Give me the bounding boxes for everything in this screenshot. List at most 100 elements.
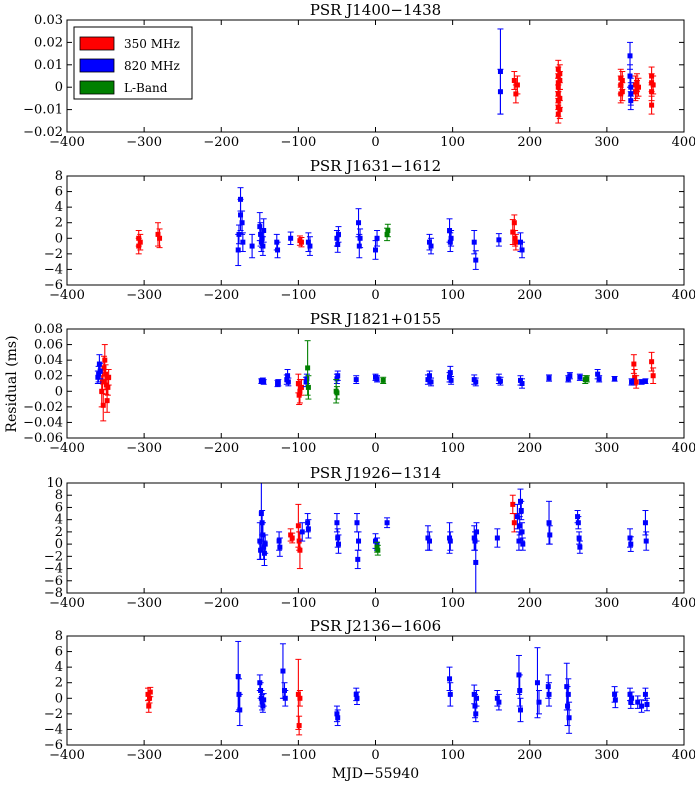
data-point [374, 544, 381, 556]
x-tick-label: −300 [126, 596, 162, 611]
point-marker [642, 691, 648, 697]
legend-label: 350 MHz [124, 37, 180, 51]
panel-title: PSR J2136−1606 [310, 617, 441, 635]
y-tick-label: 0 [55, 80, 63, 95]
point-marker [259, 235, 265, 241]
data-point [355, 208, 362, 238]
point-marker [258, 547, 264, 553]
panel-title: PSR J1631−1612 [310, 157, 441, 175]
point-marker [425, 535, 431, 541]
x-tick-label: 0 [371, 441, 379, 456]
y-tick-label: −0.04 [23, 415, 63, 430]
point-marker [555, 66, 561, 72]
data-point [565, 678, 572, 711]
point-marker [375, 547, 381, 553]
point-marker [619, 77, 625, 83]
point-marker [297, 695, 303, 701]
point-marker [471, 535, 477, 541]
data-point [495, 693, 502, 711]
point-marker [258, 231, 264, 237]
x-tick-label: 300 [594, 748, 619, 763]
point-marker [584, 376, 590, 382]
point-marker [384, 520, 390, 526]
point-marker [547, 532, 553, 538]
point-marker [157, 235, 163, 241]
y-tick-label: 0.04 [34, 353, 63, 368]
point-marker [448, 235, 454, 241]
point-marker [235, 247, 241, 253]
data-point [105, 368, 112, 386]
panel-2: PSR J1631−1612 −400 −300 −200 −100 0 100 200 300… [44, 157, 695, 303]
data-point [285, 377, 292, 387]
point-marker [97, 368, 103, 374]
point-marker [517, 707, 523, 713]
point-marker [374, 235, 380, 241]
x-tick-label: 0 [371, 135, 379, 150]
point-marker [285, 373, 291, 379]
point-marker [334, 235, 340, 241]
point-marker [471, 239, 477, 245]
point-marker [296, 723, 302, 729]
y-tick-label: −0.06 [23, 431, 63, 446]
data-point [374, 230, 381, 247]
point-marker [106, 374, 112, 380]
point-marker [627, 691, 633, 697]
data-point [517, 697, 524, 723]
legend-label: 820 MHz [124, 59, 180, 73]
point-marker [650, 373, 656, 379]
panel-data [135, 187, 526, 270]
data-point [335, 534, 342, 554]
point-marker [296, 538, 302, 544]
point-marker [238, 212, 244, 218]
point-marker [289, 535, 295, 541]
data-point [642, 378, 649, 384]
point-marker [448, 377, 454, 383]
data-point [448, 375, 455, 385]
point-marker [447, 374, 453, 380]
point-marker [494, 535, 500, 541]
point-marker [334, 376, 340, 382]
point-marker [237, 707, 243, 713]
data-point [353, 375, 360, 384]
point-marker [514, 82, 520, 88]
point-marker [354, 520, 360, 526]
point-marker [428, 243, 434, 249]
x-tick-label: 100 [440, 596, 465, 611]
point-marker [643, 538, 649, 544]
point-marker [426, 373, 432, 379]
x-tick-label: −200 [203, 596, 239, 611]
y-tick-label: −6 [44, 738, 63, 753]
point-marker [473, 711, 479, 717]
x-tick-label: −100 [281, 441, 317, 456]
point-marker [557, 71, 563, 77]
x-tick-label: 100 [440, 135, 465, 150]
point-marker [596, 376, 602, 382]
y-tick-label: −2 [44, 707, 63, 722]
data-point [650, 75, 657, 95]
point-marker [373, 538, 378, 544]
x-tick-label: −400 [49, 441, 85, 456]
legend-swatch [79, 36, 115, 51]
data-point [546, 682, 553, 707]
point-marker [494, 695, 500, 701]
point-marker [628, 84, 634, 90]
data-point [335, 226, 342, 243]
point-marker [298, 239, 304, 245]
y-tick-label: 10 [46, 476, 63, 491]
point-marker [627, 53, 633, 59]
data-point [289, 532, 296, 544]
data-point [372, 240, 379, 260]
x-tick-label: −100 [281, 135, 317, 150]
data-point [334, 709, 341, 727]
point-marker [261, 697, 267, 703]
y-tick-label: 0 [55, 231, 63, 246]
point-marker [357, 235, 363, 241]
panel-data [256, 483, 650, 593]
y-tick-label: 8 [55, 169, 63, 184]
x-tick-label: 400 [672, 748, 695, 763]
x-tick-label: −300 [126, 748, 162, 763]
y-tick-label: 2 [55, 525, 63, 540]
point-marker [304, 376, 310, 382]
y-tick-label: 4 [55, 513, 63, 528]
axes-frame [66, 328, 685, 439]
